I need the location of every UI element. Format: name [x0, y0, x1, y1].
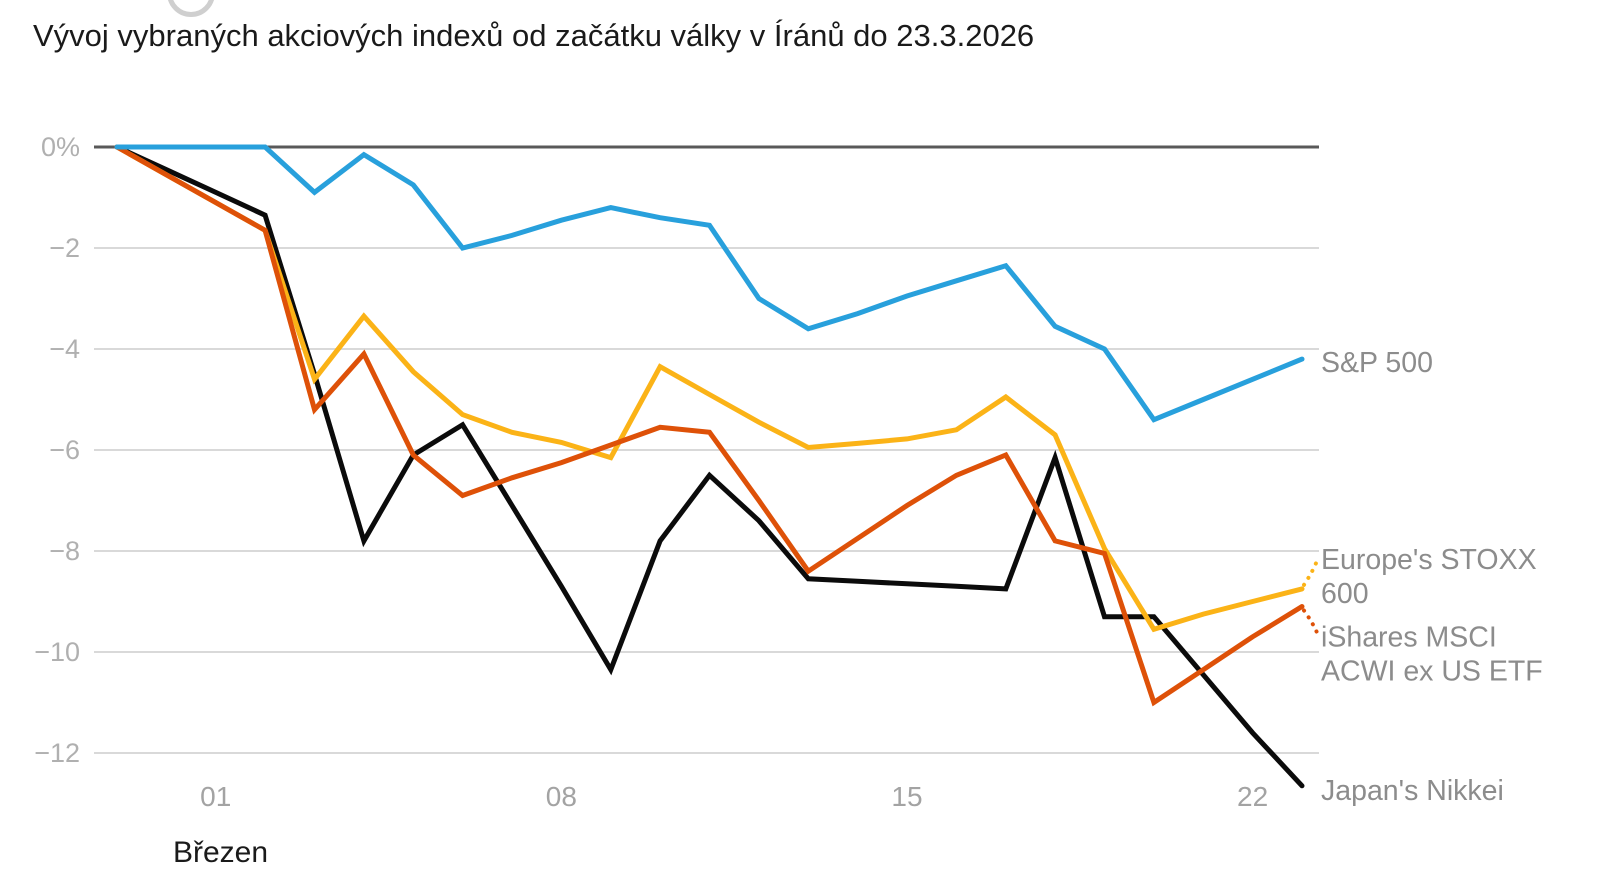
x-tick-label: 01: [200, 781, 231, 812]
stoxx600-line: [114, 144, 1305, 633]
nikkei-line: [114, 144, 1305, 789]
x-tick-label: 08: [546, 781, 577, 812]
series-lines: [114, 144, 1305, 789]
ishares-acwi-ex-us-label: iShares MSCI: [1321, 622, 1497, 654]
x-tick-label: 15: [891, 781, 922, 812]
stoxx600-label: 600: [1321, 578, 1369, 610]
month-label: Březen: [173, 836, 268, 869]
y-tick-label: −8: [49, 536, 80, 566]
sp500-label: S&P 500: [1321, 347, 1433, 379]
ishares-acwi-ex-us-line: [114, 144, 1305, 707]
y-tick-label: −2: [49, 233, 80, 263]
stoxx600-label: Europe's STOXX: [1321, 544, 1537, 576]
y-tick-label: −4: [49, 334, 80, 364]
y-tick-label: −6: [49, 435, 80, 465]
label-leaders: [1302, 558, 1319, 635]
nikkei-label: Japan's Nikkei: [1321, 775, 1504, 807]
ishares-acwi-ex-us-leader-dots: [1302, 608, 1319, 635]
y-tick-label: 0%: [41, 132, 80, 162]
y-tick-label: −12: [34, 738, 80, 768]
ishares-acwi-ex-us-label: ACWI ex US ETF: [1321, 656, 1543, 688]
x-tick-label: 22: [1237, 781, 1268, 812]
y-tick-label: −10: [34, 637, 80, 667]
stoxx600-leader-dots: [1302, 558, 1319, 587]
x-axis-labels: 01 08 15 22 Březen: [173, 781, 1268, 869]
y-gridlines: 0% −2 −4 −6 −8 −10 −12: [34, 132, 1319, 768]
chart-title: Vývoj vybraných akciových indexů od začá…: [33, 18, 1035, 53]
sp500-line: [114, 144, 1305, 423]
